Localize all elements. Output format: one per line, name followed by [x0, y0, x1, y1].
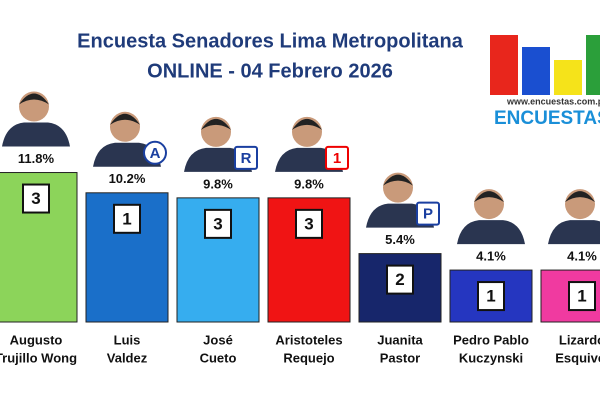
x-tick-label: Trujillo Wong — [0, 350, 77, 365]
photo-shoulders — [2, 122, 70, 147]
photo-hair — [292, 118, 322, 130]
value-label: 10.2% — [109, 171, 146, 186]
logo-bar — [554, 60, 582, 95]
logo-url: www.encuestas.com.pe — [506, 96, 600, 106]
logo-bar — [522, 47, 550, 95]
x-tick-label: Pedro Pablo — [453, 332, 529, 347]
chart-title: Encuesta Senadores Lima Metropolitana — [77, 30, 464, 52]
party-logo — [416, 201, 440, 226]
seat-box — [386, 264, 414, 295]
value-label: 5.4% — [385, 232, 415, 247]
x-tick-label: Requejo — [283, 350, 334, 365]
seat-label: 1 — [486, 287, 495, 306]
photo-hair — [19, 93, 49, 105]
seat-box — [204, 208, 232, 239]
value-label: 9.8% — [203, 176, 233, 191]
logo: www.encuestas.com.pe ENCUESTAS — [490, 35, 600, 129]
party-letter: A — [150, 145, 161, 162]
seat-label: 3 — [31, 189, 40, 208]
photo-hair — [383, 174, 413, 186]
party-letter: P — [423, 206, 433, 223]
value-label: 4.1% — [476, 249, 506, 264]
party-logo — [143, 140, 167, 165]
x-tick-label: Luis — [114, 332, 141, 347]
x-tick-label: Valdez — [107, 350, 148, 365]
x-tick-label: Juanita — [377, 332, 423, 347]
seat-box — [113, 203, 141, 234]
value-label: 9.8% — [294, 176, 324, 191]
photo-hair — [474, 191, 504, 203]
seat-box — [22, 183, 50, 214]
logo-brand: ENCUESTAS — [494, 108, 600, 129]
seat-label: 2 — [395, 270, 404, 289]
x-tick-label: José — [203, 332, 233, 347]
photo-hair — [201, 118, 231, 130]
x-tick-label: Pastor — [380, 350, 420, 365]
party-letter: R — [241, 150, 252, 167]
x-tick-label: Aristoteles — [275, 332, 342, 347]
logo-bar — [490, 35, 518, 95]
logo-bar — [586, 35, 600, 95]
seat-label: 1 — [122, 209, 131, 228]
party-letter: 1 — [333, 150, 341, 167]
seat-box — [568, 281, 596, 312]
photo-hair — [565, 191, 595, 203]
value-label: 4.1% — [567, 249, 597, 264]
party-logo — [234, 145, 258, 170]
photo-hair — [110, 113, 140, 125]
chart-subtitle: ONLINE - 04 Febrero 2026 — [147, 60, 393, 82]
seat-label: 3 — [213, 214, 222, 233]
x-tick-label: Cueto — [200, 350, 237, 365]
seat-box — [477, 281, 505, 312]
x-tick-label: Kuczynski — [459, 350, 523, 365]
photo-shoulders — [457, 220, 525, 245]
seat-label: 3 — [304, 214, 313, 233]
seat-label: 1 — [577, 287, 586, 306]
seat-box — [295, 208, 323, 239]
value-label: 11.8% — [18, 151, 55, 166]
x-tick-label: Augusto — [10, 332, 63, 347]
party-logo — [325, 145, 349, 170]
x-tick-label: Lizardo — [559, 332, 600, 347]
photo-shoulders — [548, 220, 600, 245]
x-tick-label: Esquivel — [555, 350, 600, 365]
